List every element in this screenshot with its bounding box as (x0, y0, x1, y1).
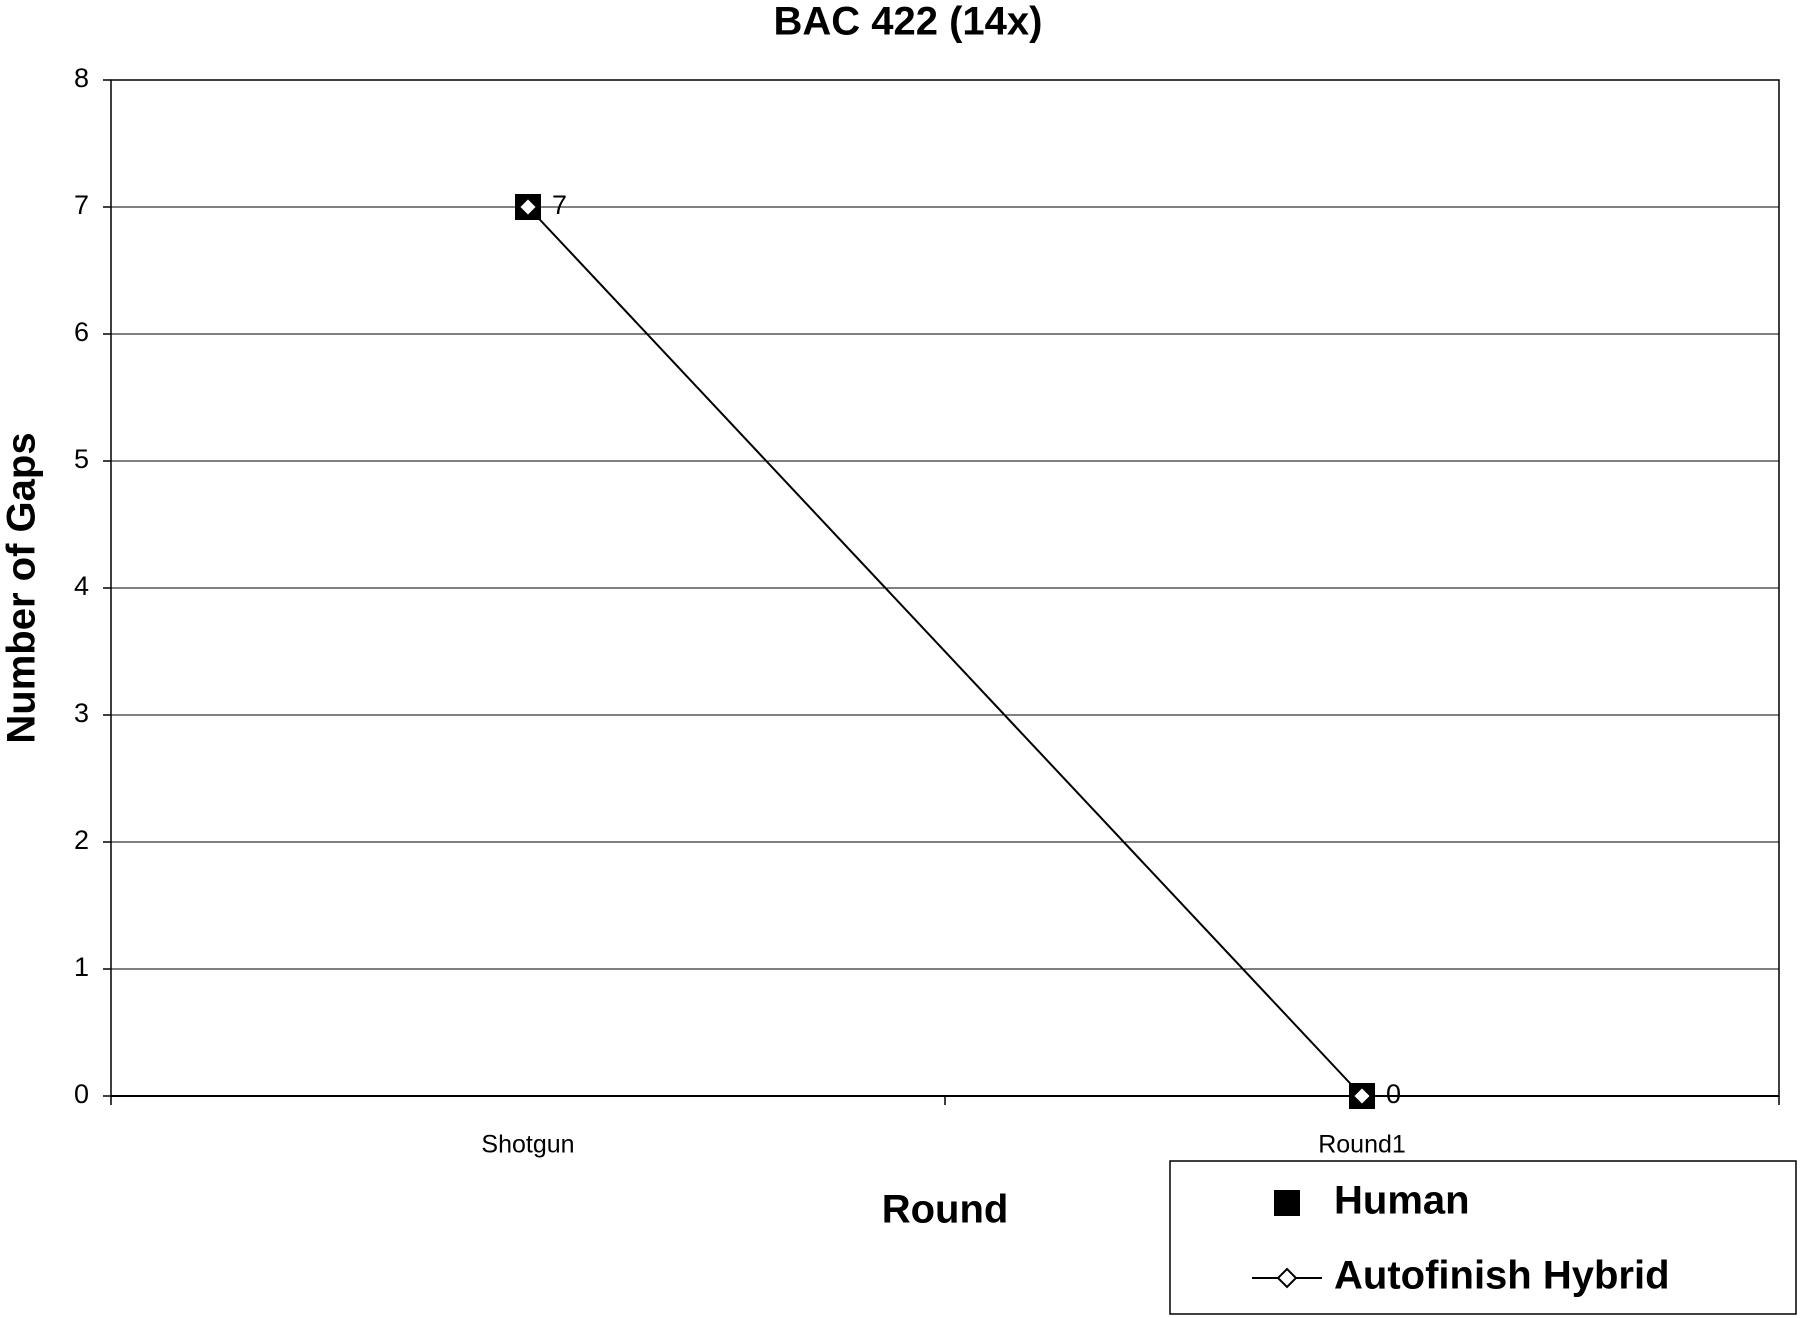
x-tick-label: Round1 (1318, 1131, 1406, 1159)
series-line (527, 206, 1363, 1097)
marker (1274, 1190, 1300, 1216)
legend-box (1169, 1160, 1797, 1315)
legend-label: Autofinish Hybrid (1334, 1254, 1670, 1298)
y-tick-label: 8 (74, 63, 89, 93)
y-tick-label: 7 (74, 190, 89, 220)
legend-label: Human (1334, 1179, 1470, 1223)
y-tick-label: 0 (74, 1079, 89, 1109)
y-axis-title: Number of Gaps (0, 432, 44, 743)
chart-title: BAC 422 (14x) (773, 0, 1042, 44)
marker (517, 196, 539, 218)
y-tick-label: 5 (74, 444, 89, 474)
data-label: 7 (552, 190, 567, 220)
y-tick-label: 3 (74, 698, 89, 728)
data-label: 0 (1386, 1079, 1401, 1109)
y-tick-label: 2 (74, 825, 89, 855)
y-tick-label: 4 (74, 571, 89, 601)
x-axis-title: Round (882, 1188, 1009, 1232)
marker (1351, 1085, 1373, 1107)
marker (1276, 1267, 1298, 1289)
x-tick-label: Shotgun (481, 1131, 574, 1159)
y-tick-label: 6 (74, 317, 89, 347)
y-tick-label: 1 (74, 952, 89, 982)
